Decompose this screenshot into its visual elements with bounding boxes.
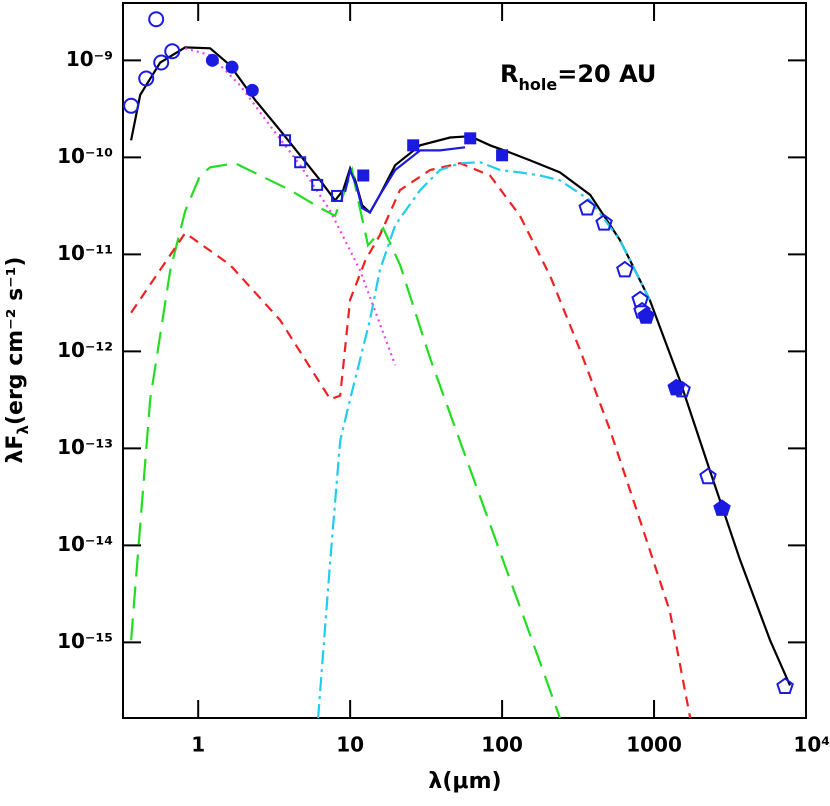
point	[407, 139, 420, 152]
point	[616, 260, 634, 278]
curve	[130, 46, 792, 686]
x-tick-label: 1	[191, 733, 205, 757]
y-label-sub: λ	[14, 425, 32, 435]
point	[138, 70, 155, 87]
curve	[344, 146, 466, 215]
plot-frame	[122, 2, 807, 719]
y-tick-label: 10⁻¹⁴	[57, 532, 113, 556]
point	[357, 169, 370, 182]
point	[637, 307, 655, 324]
point	[225, 60, 239, 74]
y-tick-label: 10⁻¹⁰	[57, 144, 113, 168]
y-tick-label: 10⁻⁹	[66, 47, 113, 71]
point	[164, 43, 181, 60]
point	[153, 54, 170, 71]
x-tick-label: 100	[481, 733, 523, 757]
point	[279, 134, 292, 147]
point	[331, 189, 344, 202]
point	[699, 467, 717, 485]
y-tick-label: 10⁻¹¹	[57, 241, 113, 265]
point	[631, 290, 649, 308]
x-tick-label: 1000	[626, 733, 682, 757]
point	[578, 198, 596, 216]
x-axis-label: λ(μm)	[428, 769, 501, 794]
annotation-sub: hole	[518, 75, 557, 94]
point	[496, 149, 509, 162]
curve	[130, 162, 561, 718]
x-tick-label: 10	[336, 733, 364, 757]
point	[245, 83, 259, 97]
point	[595, 213, 613, 231]
annotation: Rhole=20 AU	[500, 60, 656, 94]
curve	[317, 161, 651, 718]
point	[776, 677, 794, 694]
y-label-base: λF	[3, 435, 28, 464]
y-tick-label: 10⁻¹³	[57, 435, 113, 459]
point	[205, 53, 219, 67]
annotation-rest: =20 AU	[557, 60, 656, 88]
annotation-base: R	[500, 60, 518, 88]
point	[667, 378, 686, 396]
x-tick-label: 10⁴	[793, 733, 830, 757]
point	[311, 178, 324, 191]
y-tick-label: 10⁻¹⁵	[57, 629, 113, 653]
point	[713, 499, 731, 516]
y-tick-label: 10⁻¹²	[57, 338, 113, 362]
point	[294, 156, 307, 169]
point	[148, 11, 165, 28]
y-axis-label: λFλ(erg cm⁻² s⁻¹)	[3, 257, 32, 464]
curve	[130, 162, 692, 718]
y-label-rest: (erg cm⁻² s⁻¹)	[3, 257, 28, 426]
point	[123, 97, 140, 114]
point	[464, 132, 477, 145]
